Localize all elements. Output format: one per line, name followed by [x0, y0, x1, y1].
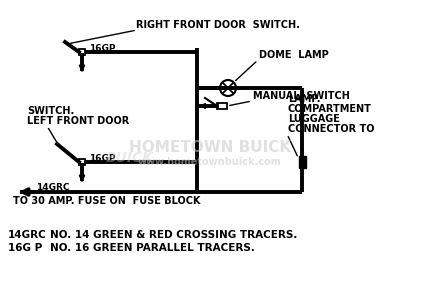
Text: 14GRC: 14GRC — [8, 230, 47, 240]
Text: 14GRC: 14GRC — [36, 183, 69, 192]
Text: SWITCH.: SWITCH. — [27, 106, 74, 116]
Text: RIGHT FRONT DOOR  SWITCH.: RIGHT FRONT DOOR SWITCH. — [136, 20, 300, 30]
Bar — [79, 49, 85, 55]
Text: COMPARTMENT: COMPARTMENT — [288, 104, 372, 114]
Bar — [79, 159, 85, 165]
Text: TO 30 AMP. FUSE ON  FUSE BLOCK: TO 30 AMP. FUSE ON FUSE BLOCK — [13, 196, 200, 206]
Text: HOMETOWN BUICK: HOMETOWN BUICK — [129, 141, 291, 156]
Text: 16GP: 16GP — [89, 154, 115, 163]
Bar — [217, 103, 227, 109]
Text: 16GP: 16GP — [89, 44, 115, 53]
Bar — [298, 156, 306, 168]
Text: LAMP.: LAMP. — [288, 94, 320, 104]
Text: NO. 16 GREEN PARALLEL TRACERS.: NO. 16 GREEN PARALLEL TRACERS. — [50, 243, 255, 253]
Text: LEFT FRONT DOOR: LEFT FRONT DOOR — [27, 116, 129, 126]
Text: NO. 14 GREEN & RED CROSSING TRACERS.: NO. 14 GREEN & RED CROSSING TRACERS. — [50, 230, 297, 240]
Text: BUICK: BUICK — [106, 151, 154, 165]
Text: DOME  LAMP: DOME LAMP — [259, 50, 329, 60]
Text: 16G P: 16G P — [8, 243, 42, 253]
Text: www.hometownbuick.com: www.hometownbuick.com — [138, 157, 282, 167]
Text: MANUAL  SWITCH: MANUAL SWITCH — [253, 91, 350, 101]
Text: LUGGAGE: LUGGAGE — [288, 114, 340, 124]
Text: CONNECTOR TO: CONNECTOR TO — [288, 124, 375, 134]
